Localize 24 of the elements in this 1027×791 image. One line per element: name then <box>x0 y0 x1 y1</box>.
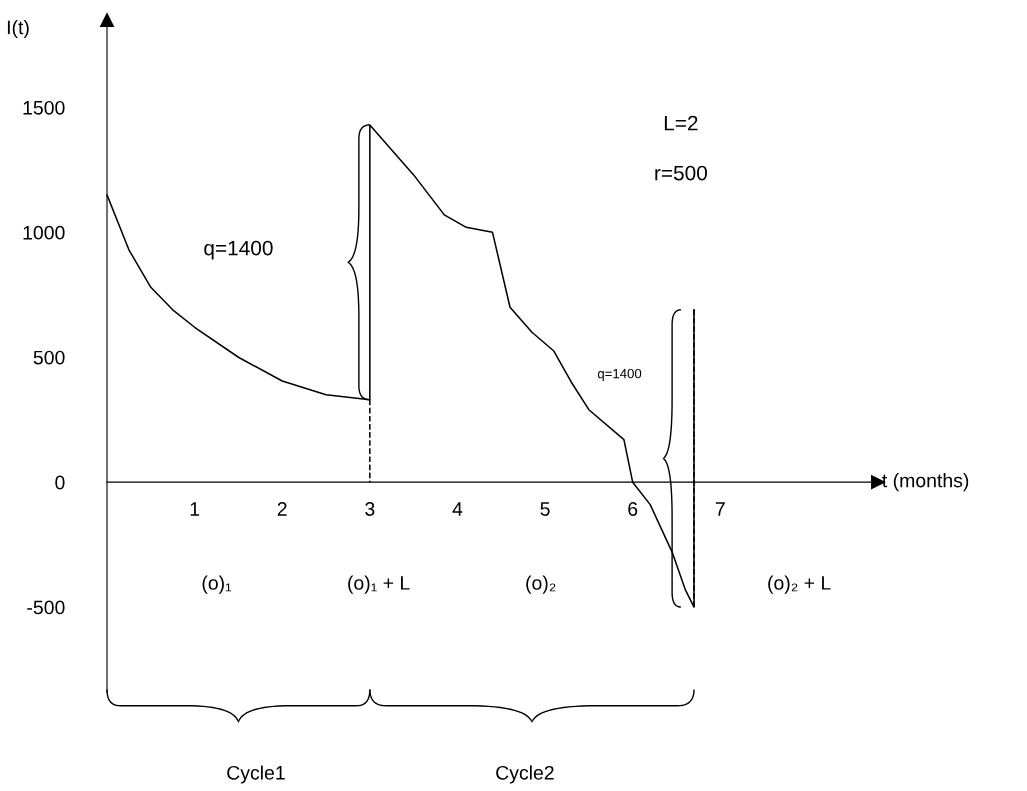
y-tick-label: 1000 <box>23 225 65 240</box>
y-tick-label: 1500 <box>23 100 65 115</box>
x-tick-label: 2 <box>277 502 287 516</box>
y-axis-title: I(t) <box>7 20 29 39</box>
x-tick-label: 7 <box>715 502 725 516</box>
y-tick-label: -500 <box>27 600 65 615</box>
x-tick-label: 1 <box>190 502 200 516</box>
text: Cycle2 <box>496 765 554 784</box>
annotation: r=500 <box>655 165 707 181</box>
x-tick-label: 5 <box>540 502 550 516</box>
annotation: q=1400 <box>204 240 273 260</box>
annotation: (o)₂ <box>526 575 556 594</box>
x-tick-label: 6 <box>628 502 638 516</box>
annotation: (o)₁ <box>202 575 232 594</box>
x-tick-label: 4 <box>452 502 463 516</box>
annotation: q=1400 <box>597 368 642 381</box>
annotation: L=2 <box>664 115 698 131</box>
annotation: (o)₂ + L <box>768 575 831 594</box>
text: Cycle1 <box>227 765 285 784</box>
y-tick-label: 500 <box>33 350 65 365</box>
y-tick-label: 0 <box>55 475 65 490</box>
x-axis-title: t (months) <box>882 473 969 492</box>
x-tick-label: 3 <box>365 502 375 516</box>
annotation: (o)₁ + L <box>348 575 410 594</box>
